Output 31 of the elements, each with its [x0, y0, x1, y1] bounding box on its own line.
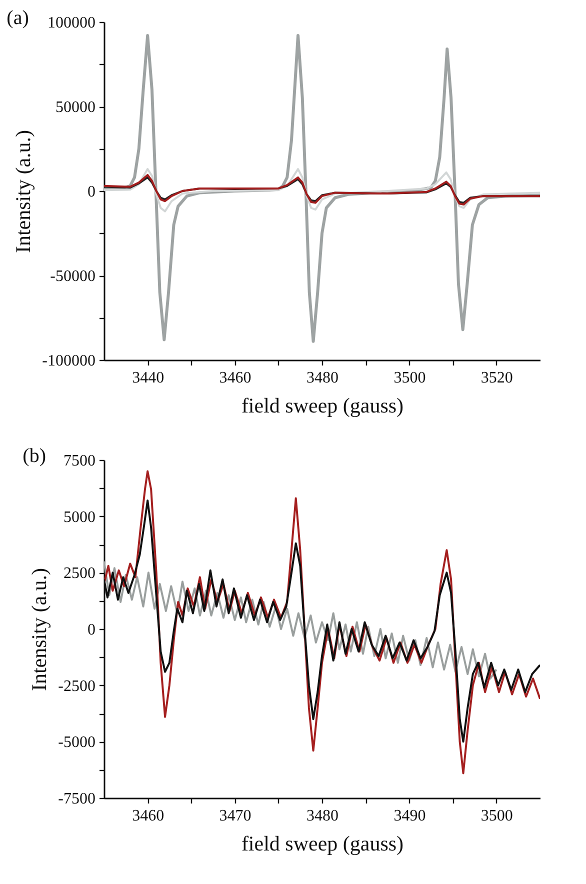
- y-axis-title: Intensity (a.u.): [11, 130, 36, 254]
- line-series: [104, 168, 540, 212]
- y-tick-label: 0: [88, 184, 96, 200]
- x-tick-label: 3470: [219, 808, 252, 824]
- y-tick-label: -2500: [58, 678, 96, 695]
- x-tick-label: 3480: [306, 808, 338, 824]
- y-axis-title: Intensity (a.u.): [27, 568, 52, 692]
- x-tick-label: 3460: [219, 370, 252, 386]
- x-tick-label: 3440: [132, 370, 164, 386]
- line-series: [104, 560, 498, 680]
- chart-title: (a): [6, 7, 29, 29]
- x-tick-label: 3480: [306, 370, 338, 386]
- y-tick-label: -5000: [58, 734, 96, 752]
- y-tick-label: 5000: [64, 508, 96, 526]
- x-axis-title: field sweep (gauss): [241, 394, 404, 418]
- y-tick-label: -100000: [42, 352, 96, 370]
- x-tick-label: 3500: [394, 370, 426, 386]
- x-tick-label: 3460: [132, 808, 164, 824]
- y-tick-label: 100000: [48, 14, 96, 32]
- x-axis-title: field sweep (gauss): [241, 832, 404, 856]
- y-tick-label: 0: [88, 622, 96, 638]
- y-tick-label: -7500: [58, 790, 96, 808]
- y-tick-label: 50000: [56, 99, 96, 116]
- line-series: [104, 470, 540, 774]
- y-tick-label: -50000: [50, 268, 96, 285]
- y-tick-label: 7500: [64, 452, 96, 470]
- x-tick-label: 3490: [394, 808, 426, 824]
- x-tick-label: 3520: [480, 370, 513, 386]
- x-tick-label: 3500: [480, 808, 513, 824]
- chart-title: (b): [22, 445, 46, 467]
- y-tick-label: 2500: [64, 565, 96, 582]
